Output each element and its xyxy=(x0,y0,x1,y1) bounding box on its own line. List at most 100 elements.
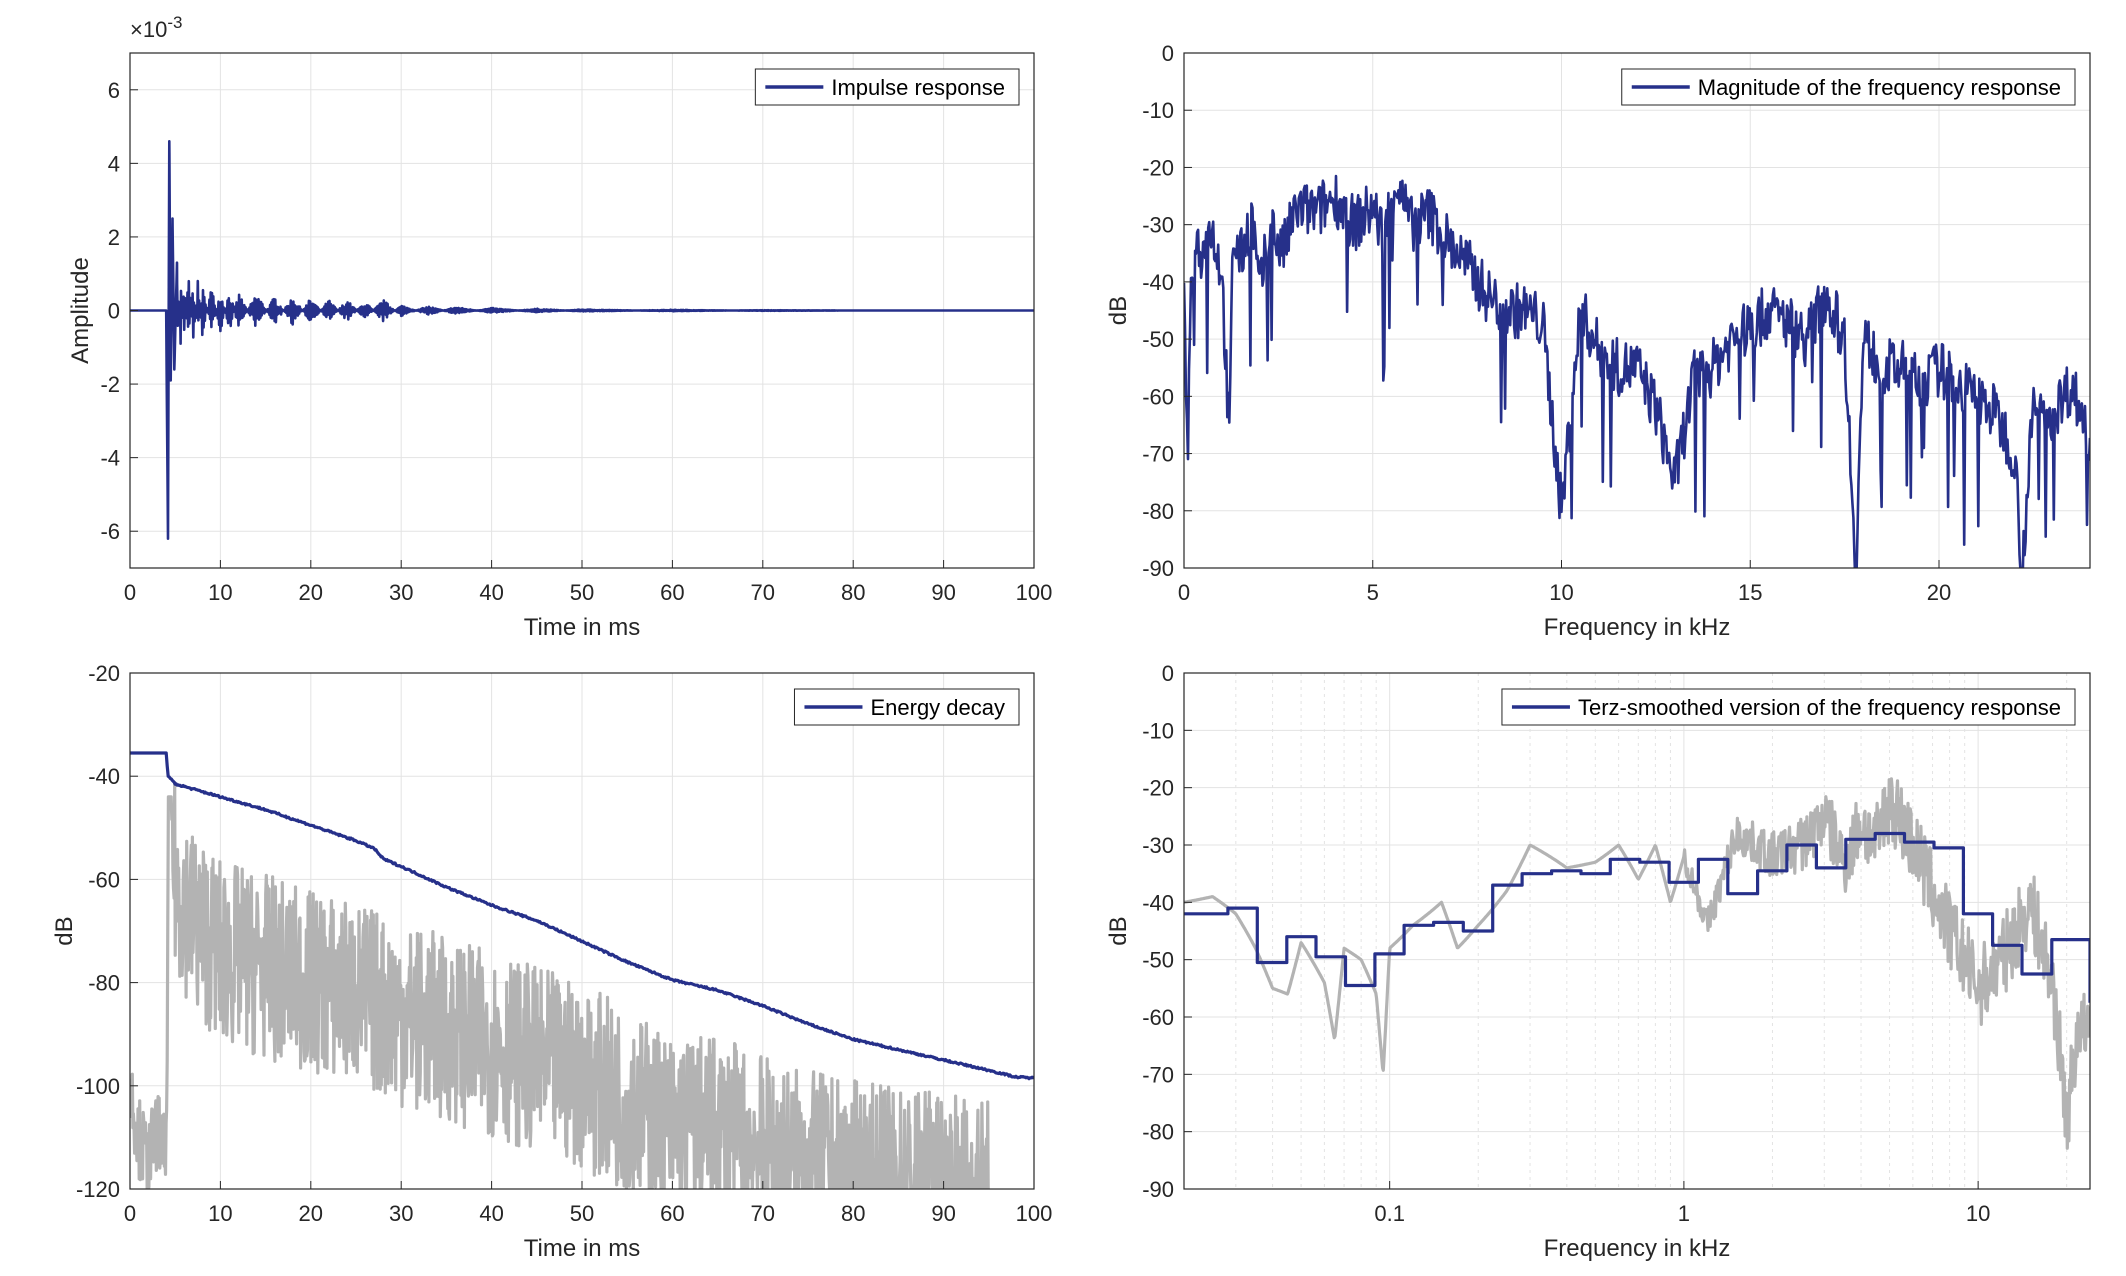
y-tick-label: -50 xyxy=(1142,948,1174,973)
x-tick-label: 10 xyxy=(208,580,232,605)
x-tick-label: 90 xyxy=(931,580,955,605)
legend-box xyxy=(1621,68,2076,106)
x-axis-label: Time in ms xyxy=(524,1235,640,1262)
legend-label: Terz-smoothed version of the frequency r… xyxy=(1578,695,2061,720)
x-tick-label: 0.1 xyxy=(1374,1201,1405,1226)
legend: Magnitude of the frequency response xyxy=(1621,68,2076,106)
y-tick-label: -60 xyxy=(1142,384,1174,409)
y-tick-label: -50 xyxy=(1142,327,1174,352)
y-tick-label: -120 xyxy=(76,1177,120,1202)
y-tick-label: -10 xyxy=(1142,718,1174,743)
y-tick-label: -90 xyxy=(1142,556,1174,581)
x-tick-label: 60 xyxy=(660,1201,684,1226)
x-tick-label: 50 xyxy=(570,1201,594,1226)
tick-labels: 0 10 20 30 40 50 60 70 80 90 100 -6 -4 -2 0 2 4 6 xyxy=(100,78,1052,605)
panel-3: 0 10 20 30 40 50 60 70 80 90 100 -20 -40 -60 -80 -100 -1… xyxy=(51,661,1052,1262)
x-axis-label: Time in ms xyxy=(524,614,640,641)
series-group xyxy=(1184,777,2090,1150)
x-tick-label: 80 xyxy=(841,580,865,605)
y-tick-label: -30 xyxy=(1142,213,1174,238)
legend-label: Magnitude of the frequency response xyxy=(1698,75,2061,100)
x-tick-label: 15 xyxy=(1738,580,1762,605)
x-tick-label: 100 xyxy=(1016,1201,1053,1226)
tick-labels: 0.1 1 10 0 -10 -20 -30 -40 -50 -60 -70 -80 -90 xyxy=(1142,661,1990,1226)
y-axis-label: dB xyxy=(1105,296,1132,325)
x-tick-label: 30 xyxy=(389,580,413,605)
x-tick-label: 80 xyxy=(841,1201,865,1226)
y-tick-label: -40 xyxy=(88,764,120,789)
x-tick-label: 10 xyxy=(1549,580,1573,605)
x-tick-label: 60 xyxy=(660,580,684,605)
x-tick-label: 90 xyxy=(931,1201,955,1226)
x-axis-label: Frequency in kHz xyxy=(1544,614,1731,641)
exponent-label: ×10-3 xyxy=(130,13,182,42)
y-tick-label: -70 xyxy=(1142,442,1174,467)
y-tick-label: -20 xyxy=(1142,776,1174,801)
legend-box xyxy=(1501,688,2076,726)
y-tick-label: -100 xyxy=(76,1074,120,1099)
legend-label: Energy decay xyxy=(870,695,1005,720)
y-tick-label: -80 xyxy=(1142,499,1174,524)
legend: Energy decay xyxy=(793,688,1020,726)
y-axis-label: dB xyxy=(1105,916,1132,945)
series-line-main xyxy=(130,751,1034,1081)
x-tick-label: 10 xyxy=(1966,1201,1990,1226)
y-tick-label: 0 xyxy=(108,299,120,324)
y-tick-label: -10 xyxy=(1142,98,1174,123)
y-tick-label: -20 xyxy=(1142,155,1174,180)
legend: Terz-smoothed version of the frequency r… xyxy=(1501,688,2076,726)
x-tick-label: 20 xyxy=(299,580,323,605)
y-tick-label: -80 xyxy=(88,971,120,996)
y-tick-label: -90 xyxy=(1142,1177,1174,1202)
y-tick-label: -6 xyxy=(100,519,120,544)
y-tick-label: -60 xyxy=(88,867,120,892)
x-tick-label: 0 xyxy=(124,580,136,605)
series-line-main xyxy=(1184,831,2090,1003)
panel-4: 0.1 1 10 0 -10 -20 -30 -40 -50 -60 -70 -80 -90 Freque… xyxy=(1105,661,2091,1262)
x-tick-label: 20 xyxy=(299,1201,323,1226)
x-tick-label: 0 xyxy=(124,1201,136,1226)
axes-frame xyxy=(1183,52,2091,569)
y-tick-label: -70 xyxy=(1142,1062,1174,1087)
x-tick-label: 70 xyxy=(751,1201,775,1226)
y-tick-label: 4 xyxy=(108,151,120,176)
x-tick-label: 50 xyxy=(570,580,594,605)
series-group xyxy=(1184,174,2090,568)
y-tick-label: -40 xyxy=(1142,890,1174,915)
x-tick-label: 30 xyxy=(389,1201,413,1226)
legend: Impulse response xyxy=(754,68,1020,106)
x-tick-label: 70 xyxy=(751,580,775,605)
x-axis-label: Frequency in kHz xyxy=(1544,1235,1731,1262)
series-group xyxy=(130,140,1034,540)
panel-1: 0 10 20 30 40 50 60 70 80 90 100 -6 -4 -2 0 2 4 6 Time in … xyxy=(67,13,1052,641)
x-tick-label: 10 xyxy=(208,1201,232,1226)
axes-frame xyxy=(1183,672,2091,1190)
y-tick-label: -60 xyxy=(1142,1005,1174,1030)
series-line-reference xyxy=(1184,777,2090,1150)
series-line-reference xyxy=(130,781,990,1189)
y-tick-label: -80 xyxy=(1142,1120,1174,1145)
series-line-main xyxy=(130,140,1034,540)
series-group xyxy=(130,751,1034,1189)
x-tick-label: 40 xyxy=(479,580,503,605)
y-tick-label: 6 xyxy=(108,78,120,103)
x-tick-label: 1 xyxy=(1678,1201,1690,1226)
x-tick-label: 40 xyxy=(479,1201,503,1226)
x-tick-label: 5 xyxy=(1367,580,1379,605)
y-tick-label: -4 xyxy=(100,446,120,471)
x-tick-label: 100 xyxy=(1016,580,1053,605)
y-tick-label: -20 xyxy=(88,661,120,686)
y-axis-label: dB xyxy=(51,916,78,945)
tick-labels: 0 10 20 30 40 50 60 70 80 90 100 -20 -40 -60 -80 -100 -1… xyxy=(76,661,1052,1226)
y-tick-label: -30 xyxy=(1142,833,1174,858)
panel-2: 0 5 10 15 20 0 -10 -20 -30 -40 -50 -60 -70 -80 -90 Freq… xyxy=(1105,41,2091,641)
y-tick-label: 2 xyxy=(108,225,120,250)
tick-labels: 0 5 10 15 20 0 -10 -20 -30 -40 -50 -60 -70 -80 -90 xyxy=(1142,41,1951,605)
legend-label: Impulse response xyxy=(831,75,1005,100)
series-line-main xyxy=(1184,174,2090,568)
y-tick-label: -40 xyxy=(1142,270,1174,295)
plot-area xyxy=(1184,53,2090,568)
y-tick-label: 0 xyxy=(1162,41,1174,66)
x-tick-label: 20 xyxy=(1927,580,1951,605)
